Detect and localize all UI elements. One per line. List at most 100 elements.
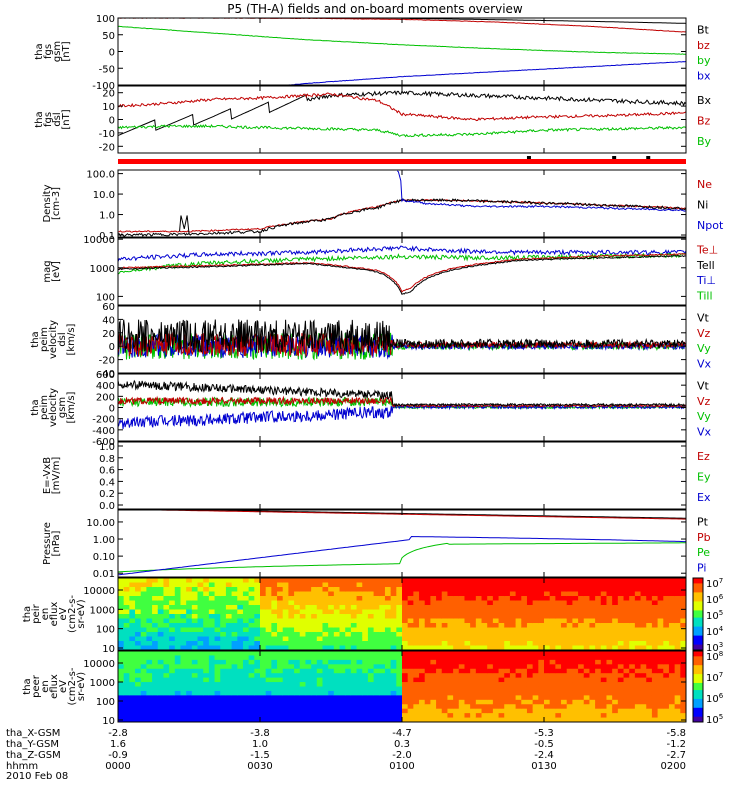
y-tick-label: 1.00 [93, 535, 115, 546]
spec-cell [305, 582, 312, 588]
spec-cell [436, 605, 443, 610]
y-tick-label: 400 [96, 381, 115, 392]
spec-cell [561, 591, 568, 597]
spec-cell [424, 582, 431, 588]
spec-cell [600, 600, 607, 606]
spec-cell [180, 704, 187, 710]
spec-cell [140, 600, 147, 606]
colorbar-cell [693, 718, 703, 721]
spec-cell [470, 596, 477, 601]
spec-cell [282, 704, 289, 710]
spec-cell [152, 614, 159, 619]
spec-cell [197, 591, 204, 597]
spec-cell [231, 591, 238, 597]
spec-cell [475, 655, 483, 661]
spec-cell [367, 686, 375, 692]
spec-cell [152, 699, 159, 705]
spec-cell [174, 690, 181, 696]
spec-cell [367, 582, 375, 588]
spec-cell [146, 713, 153, 719]
spec-cell [526, 605, 534, 610]
spec-cell [430, 600, 437, 606]
spec-cell [237, 717, 244, 722]
spec-cell [487, 673, 494, 679]
spec-cell [453, 609, 460, 615]
spec-cell [464, 651, 471, 656]
spec-cell [521, 686, 528, 692]
plot-area-temp [118, 245, 686, 296]
spec-cell [311, 717, 318, 722]
spec-cell [407, 664, 414, 670]
spec-cell [646, 664, 653, 670]
x-row-value: -0.9 [108, 750, 128, 761]
spec-cell [549, 695, 556, 701]
spec-cell [135, 609, 142, 615]
spec-cell [350, 605, 358, 610]
spec-cell [208, 655, 216, 661]
spec-cell [282, 682, 289, 687]
spec-cell [260, 682, 267, 687]
spec-cell [277, 605, 284, 610]
spec-cell [328, 704, 335, 710]
spec-cell [475, 673, 483, 679]
spec-cell [208, 664, 216, 670]
spec-cell [453, 659, 460, 665]
colorbar-cell [693, 691, 703, 695]
spec-cell [379, 690, 386, 696]
y-tick-label: 10000 [83, 659, 115, 670]
spec-cell [555, 668, 562, 674]
spec-cell [311, 682, 318, 687]
spec-cell [231, 600, 238, 606]
spec-cell [288, 686, 295, 692]
spec-cell [424, 704, 431, 710]
spec-cell [367, 618, 375, 624]
spec-cell [612, 636, 619, 642]
spec-cell [646, 704, 653, 710]
spec-cell [396, 659, 403, 665]
spec-cell [220, 645, 227, 650]
spec-cell [328, 713, 335, 719]
spec-cell [600, 618, 607, 624]
spec-cell [521, 605, 528, 610]
spec-cell [118, 596, 125, 601]
spec-cell [561, 596, 568, 601]
spec-cell [367, 717, 375, 722]
spec-cell [123, 614, 130, 619]
spec-cell [413, 690, 420, 696]
spec-cell [561, 578, 568, 583]
spec-cell [509, 717, 517, 722]
spec-cell [237, 704, 244, 710]
spec-cell [424, 627, 431, 633]
y-axis-label: [km/s] [66, 391, 77, 423]
colorbar-cell [693, 642, 703, 646]
spec-cell [419, 686, 426, 692]
spec-cell [265, 632, 272, 637]
spec-cell [379, 664, 386, 670]
spec-cell [135, 632, 142, 637]
spec-cell [197, 641, 204, 646]
spec-cell [373, 651, 380, 656]
colorbar-cell [693, 714, 703, 718]
spec-cell [316, 717, 323, 722]
spec-cell [475, 695, 483, 701]
spec-cell [157, 655, 164, 661]
panel-vel_gsm: 6004002000-200-400-600thapeimvelocitygsm… [30, 370, 712, 448]
spec-cell [135, 614, 142, 619]
spec-cell [538, 605, 545, 610]
spec-cell [214, 596, 221, 601]
spec-cell [572, 596, 579, 601]
spec-cell [123, 578, 130, 583]
spec-cell [169, 695, 176, 701]
spec-cell [299, 659, 306, 665]
spec-cell [413, 682, 420, 687]
spec-cell [146, 673, 153, 679]
spec-cell [277, 636, 284, 642]
spec-cell [470, 609, 477, 615]
spec-cell [612, 673, 619, 679]
spec-cell [345, 596, 352, 601]
spec-cell [447, 623, 454, 628]
spec-cell [305, 686, 312, 692]
spec-cell [436, 699, 443, 705]
spec-cell [311, 664, 318, 670]
spec-cell [362, 668, 369, 674]
